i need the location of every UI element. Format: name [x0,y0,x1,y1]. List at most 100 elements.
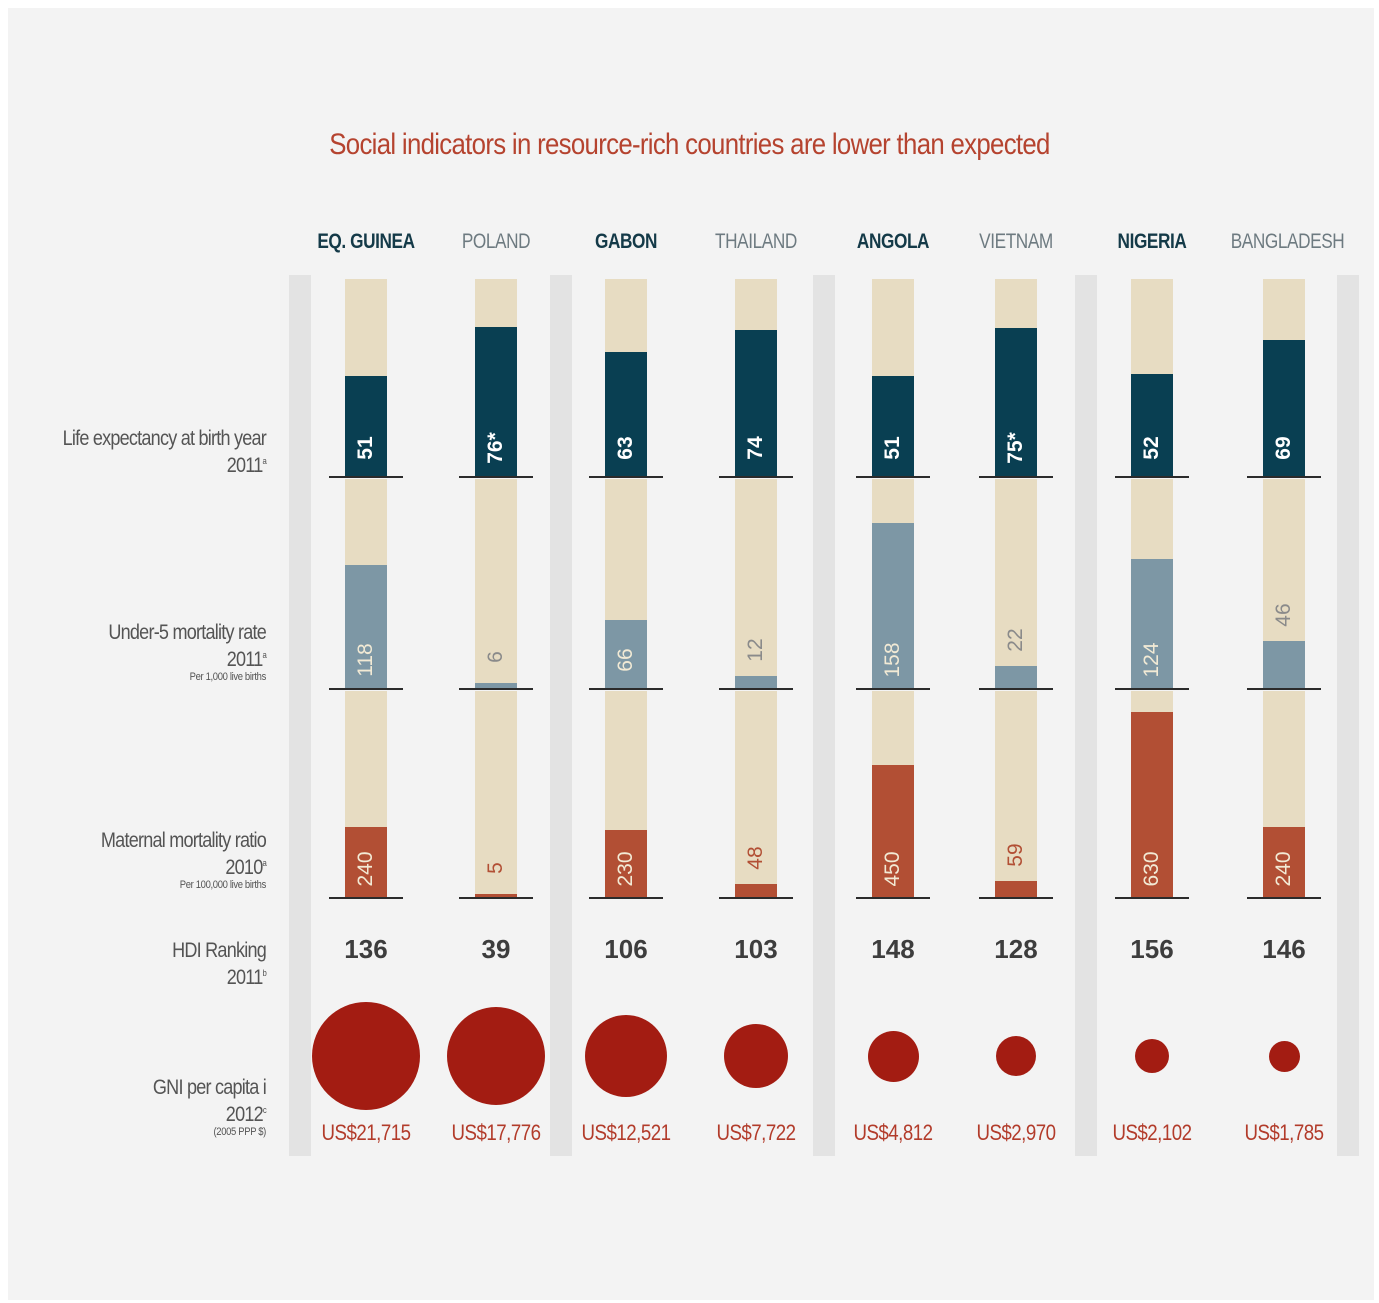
life-expectancy-baseline-poland [459,476,533,478]
maternal-baseline-thailand [719,897,793,899]
under5-bar-nigeria [1131,559,1173,689]
chart-title: Social indicators in resource-rich count… [329,128,1050,161]
maternal-value-bangladesh: 240 [1272,851,1295,887]
gni-circle-gabon [585,1015,667,1097]
country-label-thailand: THAILAND [715,230,797,253]
under5-baseline-vietnam [979,688,1053,690]
under5-label: Under-5 mortality rate [108,621,267,644]
under5-bar-thailand [735,676,777,689]
life-expectancy-value-thailand: 74 [744,436,767,460]
maternal-baseline-angola [856,897,930,899]
maternal-bar-vietnam [995,881,1037,898]
gni-year: 2012 [225,1103,264,1126]
gni-label: GNI per capita i [152,1076,267,1099]
gni-value-eq-guinea: US$21,715 [321,1120,411,1145]
maternal-bar-bangladesh [1263,827,1305,898]
life-expectancy-value-eq-guinea: 51 [354,436,377,460]
gni-circle-nigeria [1135,1039,1169,1073]
maternal-value-gabon: 230 [614,851,637,887]
gni-circle-thailand [724,1024,788,1088]
life-expectancy-baseline-angola [856,476,930,478]
life-expectancy-bar-angola [872,376,914,477]
under5-year: 2011 [226,648,264,671]
life-expectancy-value-angola: 51 [881,436,904,460]
hdi-value-bangladesh: 146 [1262,934,1306,964]
under5-bar-gabon [605,620,647,689]
gni-value-nigeria: US$2,102 [1112,1120,1192,1145]
hdi-value-poland: 39 [481,934,511,964]
under5-track-vietnam [995,479,1037,689]
maternal-bar-thailand [735,884,777,898]
country-label-poland: POLAND [461,230,531,253]
maternal-bar-nigeria [1131,712,1173,898]
under5-sublabel: Per 1,000 live births [189,671,267,683]
under5-bar-angola [872,523,914,689]
gni-value-thailand: US$7,722 [716,1120,796,1145]
maternal-label: Maternal mortality ratio [100,829,267,852]
life-expectancy-value-gabon: 63 [614,436,637,460]
under5-note: a [262,650,266,660]
gni-value-gabon: US$12,521 [581,1120,671,1145]
maternal-bar-eq-guinea [345,827,387,898]
maternal-bar-gabon [605,830,647,898]
under5-bar-eq-guinea [345,565,387,689]
maternal-bar-angola [872,765,914,898]
maternal-value-angola: 450 [881,851,904,887]
maternal-value-nigeria: 630 [1140,851,1163,887]
under5-baseline-eq-guinea [329,688,403,690]
country-label-angola: ANGOLA [856,230,930,253]
hdi-value-vietnam: 128 [994,934,1038,964]
life-expectancy-bar-gabon [605,352,647,477]
hdi-value-angola: 148 [871,934,915,964]
maternal-value-vietnam: 59 [1004,843,1027,867]
under5-baseline-nigeria [1115,688,1189,690]
group-separator [1337,275,1359,1156]
country-label-eq-guinea: EQ. GUINEA [317,230,415,253]
maternal-note: a [262,858,266,868]
under5-baseline-angola [856,688,930,690]
row-label-maternal: Maternal mortality ratio 2010a Per 100,0… [42,829,267,892]
under5-value-nigeria: 124 [1140,642,1163,678]
life-expectancy-bar-poland [475,327,517,477]
maternal-baseline-eq-guinea [329,897,403,899]
gni-value-vietnam: US$2,970 [976,1120,1056,1145]
under5-value-poland: 6 [484,651,507,663]
life-expectancy-value-bangladesh: 69 [1272,436,1295,460]
maternal-track-thailand [735,691,777,898]
life-expectancy-bar-nigeria [1131,374,1173,477]
gni-note: c [262,1105,267,1115]
life-expectancy-baseline-gabon [589,476,663,478]
country-label-vietnam: VIETNAM [979,230,1053,253]
hdi-value-eq-guinea: 136 [344,934,388,964]
under5-baseline-poland [459,688,533,690]
maternal-value-poland: 5 [484,862,507,874]
life-expectancy-value-poland: 76* [484,432,507,464]
under5-track-thailand [735,479,777,689]
maternal-value-eq-guinea: 240 [354,851,377,887]
country-label-gabon: GABON [594,230,658,253]
row-label-life-expectancy: Life expectancy at birth year 2011a [42,428,267,477]
maternal-baseline-vietnam [979,897,1053,899]
group-separator [813,275,835,1156]
gni-circle-eq-guinea [312,1002,420,1110]
life-expectancy-bar-bangladesh [1263,340,1305,477]
group-separator [289,275,311,1156]
maternal-baseline-nigeria [1115,897,1189,899]
under5-baseline-thailand [719,688,793,690]
hdi-note: b [262,968,266,978]
gni-value-angola: US$4,812 [853,1120,933,1145]
under5-bar-bangladesh [1263,641,1305,689]
gni-circle-vietnam [996,1036,1036,1076]
life-expectancy-bar-vietnam [995,328,1037,477]
maternal-value-thailand: 48 [744,846,767,870]
under5-value-angola: 158 [881,642,904,678]
life-expectancy-bar-eq-guinea [345,376,387,477]
life-expectancy-baseline-eq-guinea [329,476,403,478]
under5-value-vietnam: 22 [1004,628,1027,652]
gni-value-bangladesh: US$1,785 [1244,1120,1324,1145]
under5-value-thailand: 12 [744,638,767,662]
maternal-track-poland [475,691,517,898]
gni-value-poland: US$17,776 [451,1120,541,1145]
group-separator [1075,275,1097,1156]
under5-value-bangladesh: 46 [1272,603,1295,627]
